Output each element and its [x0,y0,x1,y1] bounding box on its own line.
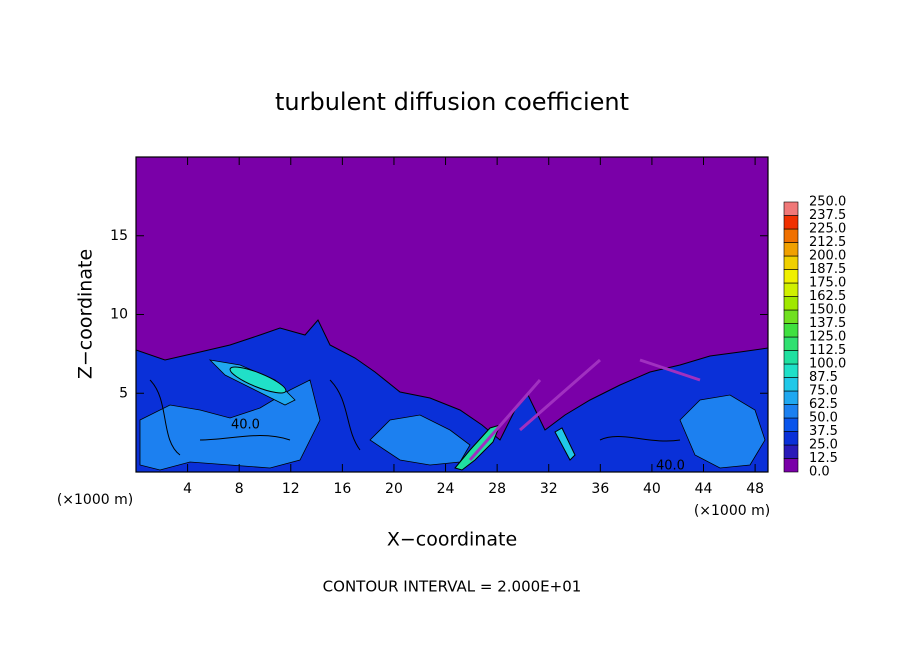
x-tick-label: 16 [333,481,351,497]
colorbar-label: 112.5 [809,343,846,358]
colorbar-band [783,350,799,365]
colorbar-label: 37.5 [809,424,838,439]
colorbar-label: 150.0 [809,303,846,318]
colorbar-label: 212.5 [809,235,846,250]
colorbar-label: 187.5 [809,262,846,277]
colorbar-label: 75.0 [809,384,838,399]
x-tick-label: 12 [282,481,300,497]
y-tick-label: 5 [119,385,128,401]
colorbar-label: 62.5 [809,397,838,412]
colorbar-label: 25.0 [809,438,838,453]
colorbar-label: 200.0 [809,249,846,264]
colorbar-label: 0.0 [809,465,830,480]
contour-line [149,379,681,456]
field-streak [468,358,701,461]
colorbar-band [783,201,799,216]
colorbar-label: 125.0 [809,330,846,345]
colorbar-band [783,336,799,351]
colorbar-band [783,444,799,459]
y-tick-label: 15 [110,228,128,244]
x-tick-label: 8 [235,481,244,497]
footer-note: CONTOUR INTERVAL = 2.000E+01 [323,578,582,596]
field-high [554,427,576,461]
x-tick-label: 36 [591,481,609,497]
contour-label: 40.0 [231,418,260,433]
colorbar-band [783,215,799,230]
x-unit-label: (×1000 m) [57,492,133,508]
field-high [229,366,287,394]
colorbar-label: 12.5 [809,451,838,466]
y-tick-label: 10 [110,307,128,323]
x-tick-label: 40 [643,481,661,497]
x-tick-label: 44 [695,481,713,497]
colorbar-band [783,431,799,446]
colorbar-band [783,228,799,243]
colorbar-band [783,255,799,270]
colorbar-label: 50.0 [809,411,838,426]
colorbar-label: 137.5 [809,316,846,331]
colorbar-band [783,377,799,392]
colorbar-label: 250.0 [809,195,846,210]
colorbar-band [783,363,799,378]
x-tick-label: 32 [540,481,558,497]
colorbar-band [783,404,799,419]
field-mid [679,394,766,469]
colorbar-band [783,458,799,473]
colorbar-label: 175.0 [809,276,846,291]
field-high [454,424,501,471]
x-tick-label: 20 [385,481,403,497]
colorbar-label: 87.5 [809,370,838,385]
colorbar-band [783,309,799,324]
colorbar-label: 225.0 [809,222,846,237]
field [136,157,768,472]
colorbar-band [783,282,799,297]
chart-title: turbulent diffusion coefficient [275,88,629,116]
x-unit-label: (×1000 m) [694,503,770,519]
colorbar-label: 162.5 [809,289,846,304]
x-axis-label: X−coordinate [387,529,517,551]
x-tick-label: 48 [746,481,764,497]
colorbar-band [783,242,799,257]
x-tick-label: 28 [488,481,506,497]
colorbar-band [783,417,799,432]
colorbar-band [783,296,799,311]
x-tick-label: 24 [437,481,455,497]
colorbar-label: 237.5 [809,208,846,223]
colorbar-band [783,390,799,405]
colorbar-label: 100.0 [809,357,846,372]
x-tick-label: 4 [183,481,192,497]
colorbar-band [783,323,799,338]
contour-label: 40.0 [656,459,685,474]
y-axis-label: Z−coordinate [75,249,97,379]
colorbar-band [783,269,799,284]
field-mid [139,379,321,471]
field-mid [369,414,471,466]
